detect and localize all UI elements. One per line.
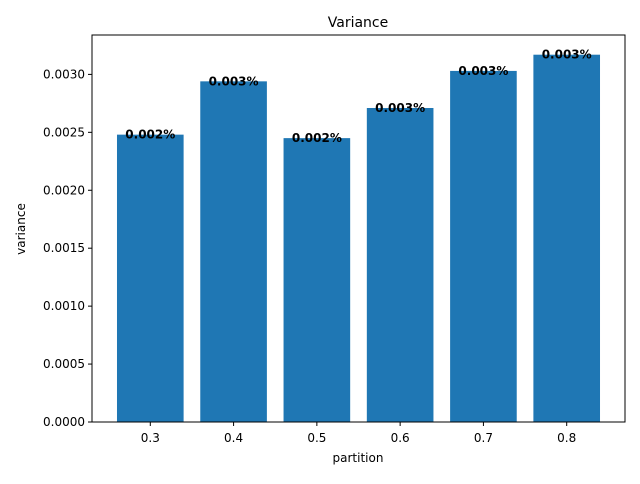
- data-labels-layer: 0.002% 0.003% 0.002% 0.003% 0.003% 0.003%: [125, 48, 591, 145]
- plot-frame: [91, 34, 626, 423]
- bar-0.5: [283, 138, 351, 423]
- bar-0.6: [366, 107, 434, 422]
- y-axis: 0.0000 0.0005 0.0010 0.0015 0.0020 0.0025 0.00…: [43, 67, 92, 429]
- x-tick-label-0.7: 0.7: [474, 431, 493, 445]
- x-axis: 0.3 0.4 0.5 0.6 0.7 0.8: [141, 422, 576, 445]
- bar-0.3: [116, 134, 184, 422]
- bar-0.8: [533, 54, 601, 423]
- y-axis-label: variance: [14, 203, 28, 255]
- x-tick-label-0.5: 0.5: [307, 431, 326, 445]
- bar-0.4: [200, 81, 267, 423]
- y-tick-label: 0.0015: [43, 241, 85, 255]
- y-tick-label: 0.0010: [43, 299, 85, 313]
- data-label-0.4: 0.003%: [209, 74, 259, 88]
- bars-layer: [116, 54, 601, 423]
- x-axis-label: partition: [333, 451, 384, 465]
- data-label-0.6: 0.003%: [375, 101, 425, 115]
- y-tick-label: 0.0025: [43, 125, 85, 139]
- y-tick-label: 0.0000: [43, 415, 85, 429]
- data-label-0.7: 0.003%: [458, 64, 508, 78]
- data-label-0.8: 0.003%: [542, 48, 592, 62]
- x-tick-label-0.3: 0.3: [141, 431, 160, 445]
- chart-title: Variance: [328, 15, 388, 31]
- y-tick-label: 0.0020: [43, 183, 85, 197]
- x-tick-label-0.4: 0.4: [224, 431, 243, 445]
- x-tick-label-0.8: 0.8: [557, 431, 576, 445]
- data-label-0.5: 0.002%: [292, 131, 342, 145]
- y-tick-label: 0.0005: [43, 357, 85, 371]
- y-tick-label: 0.0030: [43, 67, 85, 81]
- bar-0.7: [450, 70, 517, 422]
- x-tick-label-0.6: 0.6: [391, 431, 410, 445]
- data-label-0.3: 0.002%: [125, 128, 175, 142]
